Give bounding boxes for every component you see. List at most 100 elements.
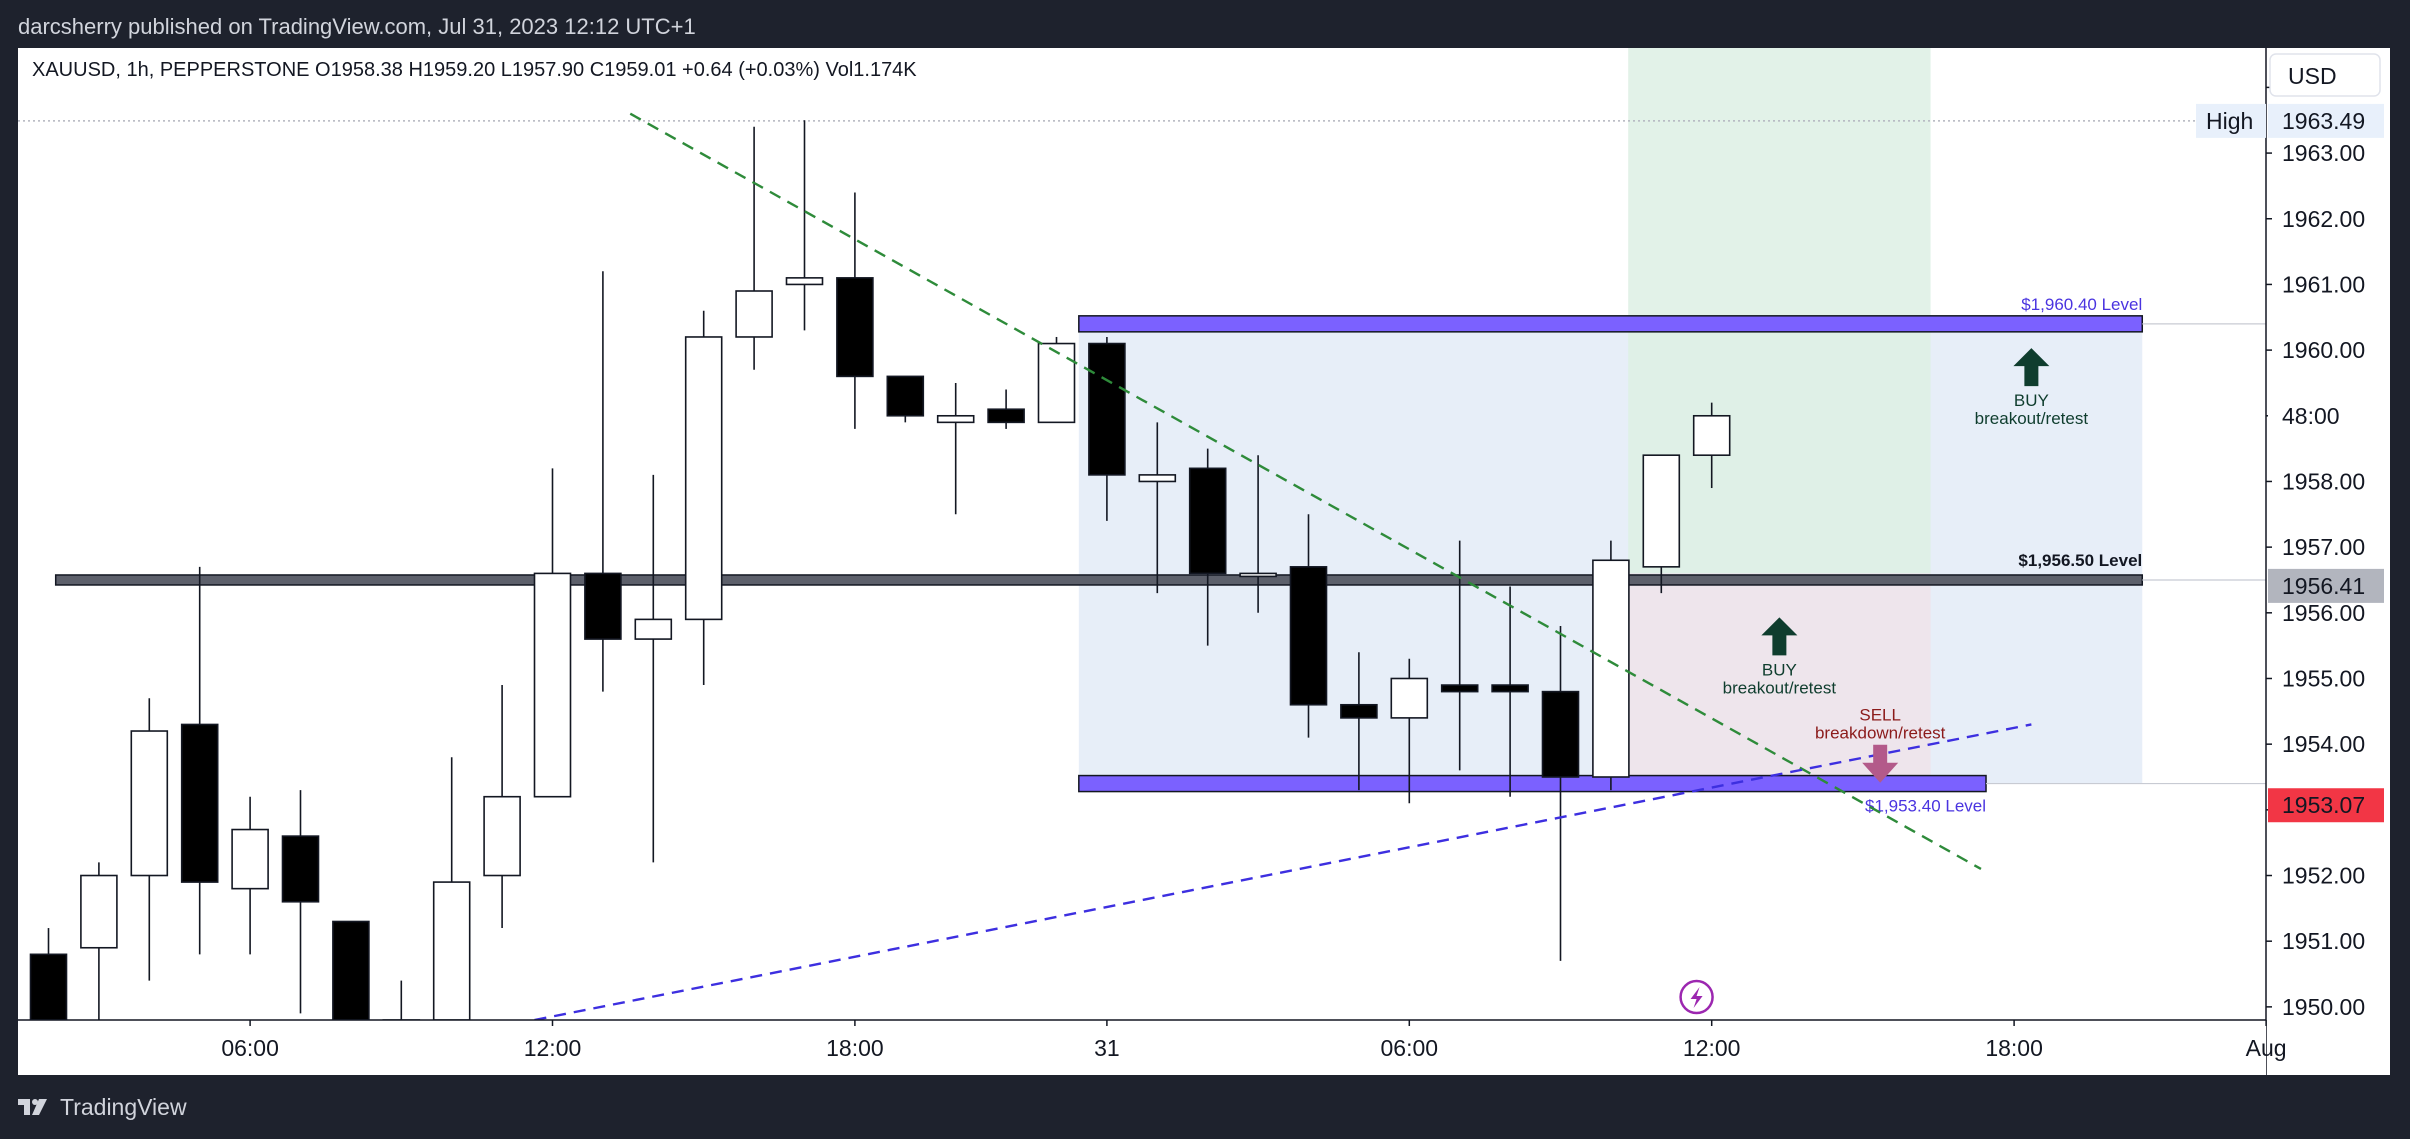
candle-3 — [180, 566, 219, 955]
candle-23 — [1188, 448, 1227, 646]
candle-2 — [130, 698, 169, 981]
time-tick-label: Aug — [2246, 1035, 2287, 1061]
price-label-text: 1963.49 — [2282, 108, 2365, 134]
last-price-label: 1953.07 — [2268, 788, 2384, 823]
annotations-layer: BUYbreakout/retestBUYbreakout/retestSELL… — [1679, 348, 2088, 1015]
candle-body — [332, 920, 370, 1021]
candle-body — [80, 874, 118, 949]
publisher-line: darcsherry published on TradingView.com,… — [18, 12, 696, 42]
candle-6 — [332, 920, 370, 1021]
candle-0 — [29, 928, 68, 1021]
price-tag-text: High — [2206, 108, 2253, 134]
candle-13 — [684, 310, 723, 686]
time-tick-label: 12:00 — [524, 1035, 582, 1061]
note-line-1: BUY — [2014, 391, 2049, 410]
candle-body — [1138, 474, 1177, 483]
up-arrow-icon — [1761, 617, 1798, 656]
price-tick-label: 1952.00 — [2282, 863, 2365, 889]
candle-27 — [1390, 658, 1429, 804]
price-tick-label: 1950.00 — [2282, 994, 2365, 1020]
price-tick-label: 1960.00 — [2282, 337, 2365, 363]
price-tick-label: 1961.00 — [2282, 271, 2365, 297]
footer: TradingView — [18, 1092, 187, 1122]
candle-body — [684, 336, 723, 621]
price-chart[interactable]: $1,960.40 Level $1,956.50 Level $1,953.40 … — [18, 48, 2390, 1075]
price-tick-label: 1954.00 — [2282, 731, 2365, 757]
candle-body — [281, 835, 320, 903]
high-label: High 1963.49 — [2196, 103, 2384, 138]
candle-body — [735, 290, 773, 338]
time-axis-bg — [18, 1020, 2266, 1075]
note-line-1: BUY — [1762, 660, 1797, 679]
candle-24 — [1239, 455, 1277, 613]
candle-25 — [1289, 514, 1328, 738]
levels-layer: $1,960.40 Level $1,956.50 Level $1,953.40 … — [54, 295, 2266, 816]
price-tick-label: 1963.00 — [2282, 140, 2365, 166]
time-tick-label: 12:00 — [1683, 1035, 1741, 1061]
chart-frame[interactable]: $1,960.40 Level $1,956.50 Level $1,953.40 … — [18, 48, 2390, 1075]
tradingview-logo-icon[interactable] — [18, 1097, 52, 1117]
candle-body — [1491, 684, 1529, 693]
price-tick-label: 1962.00 — [2282, 206, 2365, 232]
candle-5 — [281, 790, 320, 1014]
trendlines-layer — [534, 112, 2032, 1022]
time-tick-label: 31 — [1094, 1035, 1120, 1061]
candle-21 — [1088, 336, 1126, 521]
candle-body — [936, 414, 975, 424]
time-tick-label: 18:00 — [1985, 1035, 2043, 1061]
candle-body — [1541, 690, 1580, 778]
candle-31 — [1592, 540, 1630, 791]
time-tick-label: 18:00 — [826, 1035, 884, 1061]
price-axis: 1950.001951.001952.001953.001954.001955.… — [2196, 48, 2390, 1075]
candle-19 — [987, 389, 1025, 429]
price-label-bg — [2268, 568, 2384, 603]
price-label-text: 1956.41 — [2282, 573, 2365, 599]
candle-11 — [584, 271, 622, 692]
price-label-bg — [2268, 103, 2384, 138]
candle-17 — [886, 375, 925, 423]
candles-layer — [29, 120, 1731, 1024]
candle-4 — [231, 796, 269, 955]
note-line-1: SELL — [1859, 706, 1901, 725]
price-label-text: 1953.07 — [2282, 792, 2365, 818]
candle-18 — [936, 382, 975, 515]
currency-label: USD — [2288, 63, 2337, 89]
candle-body — [987, 408, 1025, 424]
candle-body — [1390, 677, 1429, 719]
price-tag-bg — [2196, 103, 2266, 138]
candle-1 — [80, 862, 118, 1020]
symbol-legend: XAUUSD, 1h, PEPPERSTONE O1958.38 H1959.2… — [32, 59, 917, 81]
candle-body — [584, 572, 622, 640]
currency-box — [2269, 53, 2381, 97]
price-tick-label: 1951.00 — [2282, 928, 2365, 954]
candle-body — [29, 953, 68, 1021]
price-label-text: 48:00 — [2282, 403, 2340, 429]
candle-body — [1440, 684, 1479, 693]
currency-selector[interactable]: USD — [2269, 53, 2381, 97]
candle-33 — [1692, 402, 1731, 489]
time-tick-label: 06:00 — [221, 1035, 279, 1061]
candle-16 — [836, 192, 874, 429]
candle-29 — [1491, 586, 1529, 797]
candle-body — [785, 277, 824, 286]
level-bar-3 — [1078, 774, 1987, 793]
level-price-label: 1956.41 — [2268, 568, 2384, 603]
price-tick-label: 1956.00 — [2282, 600, 2365, 626]
price-label-bg — [2268, 788, 2384, 823]
candle-22 — [1138, 422, 1177, 594]
countdown-label: 48:00 — [2268, 398, 2384, 433]
note-line-2: breakout/retest — [1723, 678, 1837, 697]
candle-9 — [483, 685, 521, 929]
candle-body — [180, 723, 219, 883]
level-bar-2 — [54, 574, 2144, 586]
candle-body — [231, 828, 269, 890]
candle-body — [634, 618, 673, 640]
price-tick-label: 1957.00 — [2282, 534, 2365, 560]
ascending-trendline — [534, 723, 2032, 1022]
candle-body — [1188, 467, 1227, 575]
candle-body — [1088, 342, 1126, 476]
price-label-bg — [2268, 398, 2384, 433]
